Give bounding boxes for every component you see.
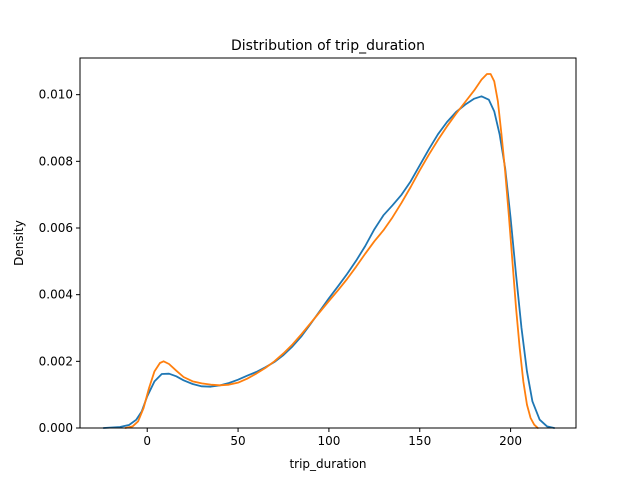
y-tick-label: 0.006 bbox=[39, 221, 73, 235]
density-series-2 bbox=[124, 73, 539, 429]
ticks-layer: 0 50 100 150 200 0.000 0.002 0.004 0.006 0.008 0.0… bbox=[39, 88, 522, 448]
y-tick-label: 0.002 bbox=[39, 354, 73, 368]
x-axis-label: trip_duration bbox=[289, 457, 366, 471]
x-tick-label: 0 bbox=[143, 434, 151, 448]
series-layer bbox=[102, 73, 556, 429]
y-tick-label: 0.010 bbox=[39, 88, 73, 102]
x-tick-label: 100 bbox=[317, 434, 340, 448]
y-tick-label: 0.004 bbox=[39, 288, 73, 302]
y-tick-label: 0.008 bbox=[39, 154, 73, 168]
chart-title: Distribution of trip_duration bbox=[231, 38, 425, 54]
x-tick-label: 200 bbox=[499, 434, 522, 448]
plot-frame bbox=[79, 57, 577, 429]
y-axis-label: Density bbox=[12, 220, 26, 266]
x-tick-label: 50 bbox=[230, 434, 245, 448]
density-series-1 bbox=[102, 95, 556, 429]
y-tick-label: 0.000 bbox=[39, 421, 73, 435]
x-tick-label: 150 bbox=[408, 434, 431, 448]
